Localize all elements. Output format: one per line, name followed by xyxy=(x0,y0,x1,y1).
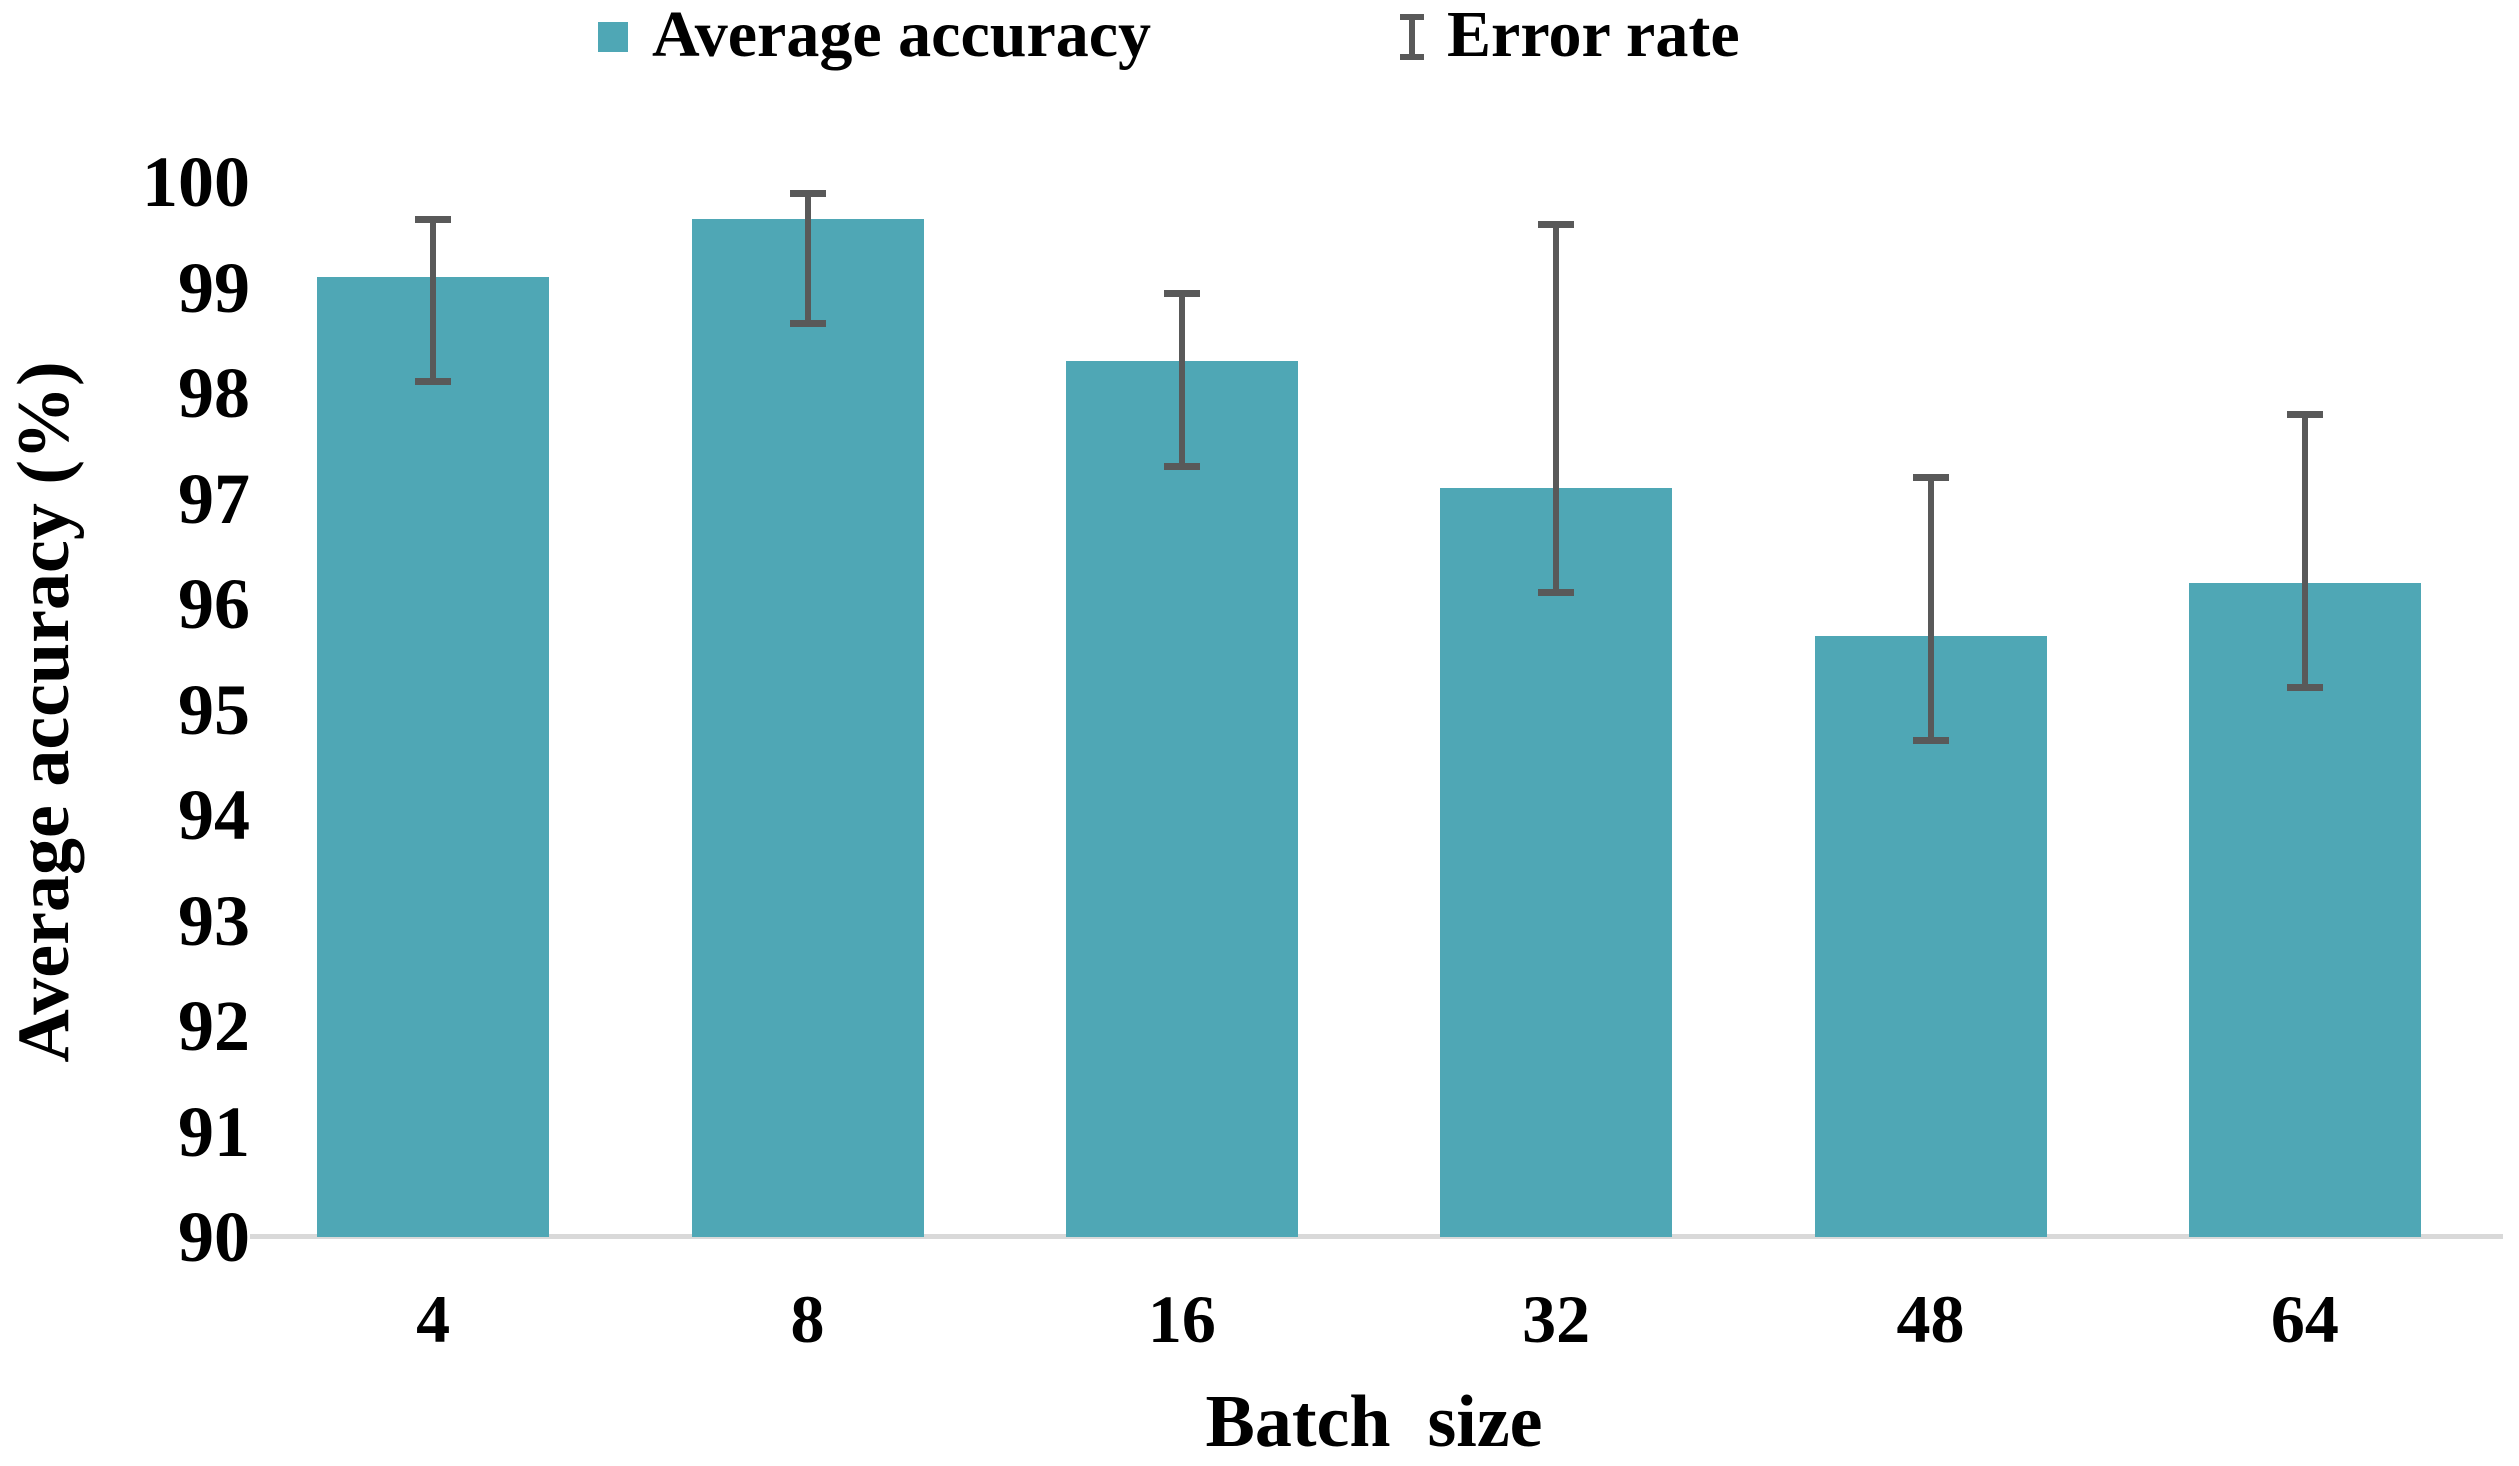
error-bar-batch-8 xyxy=(804,192,811,325)
error-bar-cap-top xyxy=(1912,474,1949,482)
y-tick-label: 94 xyxy=(178,775,250,855)
error-bar-batch-48 xyxy=(1927,477,1934,742)
error-bar-cap-bottom xyxy=(1163,462,1200,470)
y-tick-label: 96 xyxy=(178,564,250,644)
y-tick-label: 95 xyxy=(178,669,250,750)
error-bar-cap-top xyxy=(415,215,452,223)
error-bar-cap-bottom xyxy=(415,378,452,386)
accuracy-series-swatch-icon xyxy=(598,22,628,52)
y-tick-label: 91 xyxy=(178,1091,250,1172)
error-bar-cap-top xyxy=(2286,411,2323,419)
x-axis-title: Batch size xyxy=(1205,1381,1543,1463)
error-bar-batch-16 xyxy=(1178,292,1185,467)
y-tick-label: 93 xyxy=(178,880,250,961)
bar-batch-32 xyxy=(1440,487,1673,1237)
error-bar-cap-bottom xyxy=(789,320,826,328)
legend: Average accuracy Error rate xyxy=(598,2,1740,68)
error-bar-batch-64 xyxy=(2301,414,2308,689)
x-tick-label: 64 xyxy=(2270,1281,2339,1357)
bar-batch-4 xyxy=(317,276,550,1237)
x-tick-label: 32 xyxy=(1522,1281,1591,1357)
y-tick-label: 92 xyxy=(178,986,250,1066)
error-bar-batch-32 xyxy=(1553,224,1560,594)
y-tick-label: 99 xyxy=(178,247,250,328)
y-tick-label: 100 xyxy=(142,142,250,222)
error-bar-cap-bottom xyxy=(2286,684,2323,692)
bar-batch-16 xyxy=(1065,361,1298,1237)
legend-label-average-accuracy: Average accuracy xyxy=(652,0,1152,71)
error-bar-cap-bottom xyxy=(1538,589,1575,597)
x-tick-label: 48 xyxy=(1896,1281,1965,1357)
error-bar-marker-icon xyxy=(1409,14,1416,60)
error-bar-cap-bottom xyxy=(1912,737,1949,745)
x-axis-line xyxy=(250,1234,2503,1239)
bar-batch-8 xyxy=(691,218,924,1237)
error-bar-batch-4 xyxy=(430,218,437,383)
legend-label-error-rate: Error rate xyxy=(1447,0,1740,71)
error-bar-cap-top xyxy=(1163,289,1200,297)
error-bar-cap-top xyxy=(789,189,826,197)
x-tick-label: 4 xyxy=(416,1281,451,1357)
legend-item-error-rate: Error rate xyxy=(1401,2,1740,68)
y-tick-label: 97 xyxy=(178,458,250,539)
bar-batch-64 xyxy=(2188,582,2421,1237)
y-tick-label: 90 xyxy=(178,1197,250,1277)
x-tick-label: 8 xyxy=(790,1281,825,1357)
y-tick-label: 98 xyxy=(178,353,250,433)
legend-item-average-accuracy: Average accuracy xyxy=(598,2,1151,68)
error-bar-cap-top xyxy=(1538,221,1575,229)
x-tick-label: 16 xyxy=(1147,1281,1216,1357)
